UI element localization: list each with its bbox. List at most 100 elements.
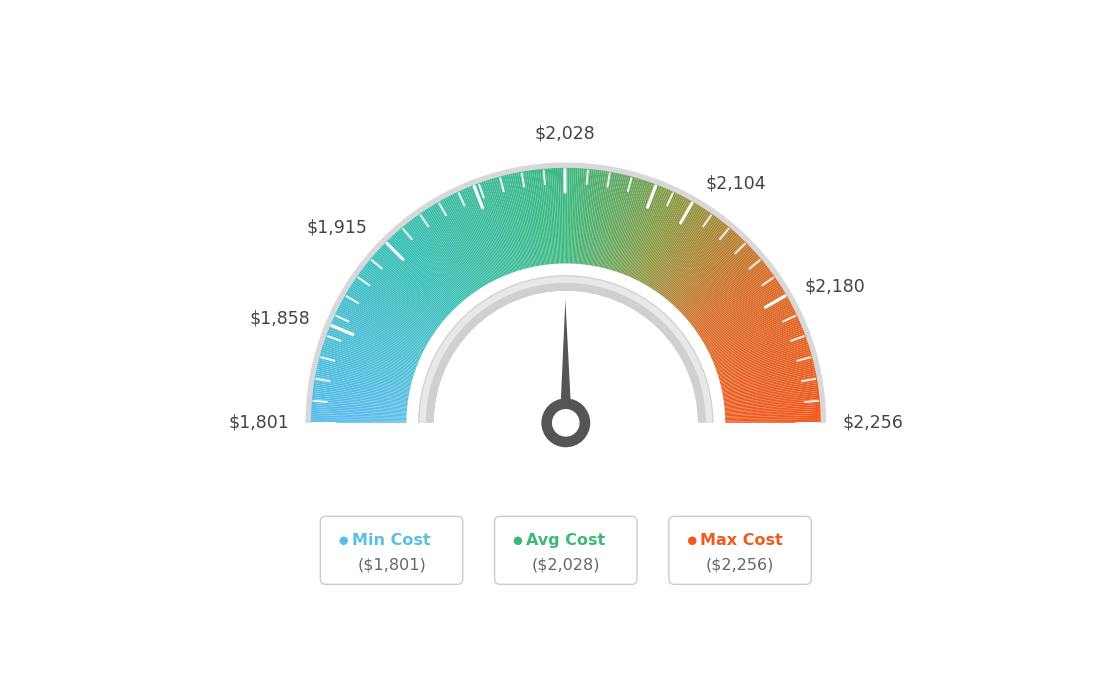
Wedge shape <box>500 176 527 269</box>
Wedge shape <box>703 293 786 343</box>
Wedge shape <box>661 219 721 296</box>
Wedge shape <box>470 186 507 275</box>
Wedge shape <box>725 405 820 413</box>
Wedge shape <box>678 241 746 310</box>
Wedge shape <box>709 310 796 354</box>
Wedge shape <box>700 286 783 339</box>
Wedge shape <box>311 407 406 414</box>
Wedge shape <box>524 171 541 266</box>
Wedge shape <box>497 177 523 269</box>
Wedge shape <box>664 221 724 297</box>
Wedge shape <box>573 168 580 264</box>
Wedge shape <box>570 168 574 264</box>
Wedge shape <box>489 179 519 271</box>
Wedge shape <box>683 250 754 315</box>
Wedge shape <box>495 177 522 270</box>
Wedge shape <box>565 168 567 264</box>
FancyBboxPatch shape <box>495 516 637 584</box>
Wedge shape <box>627 187 666 276</box>
Wedge shape <box>378 250 448 315</box>
Wedge shape <box>322 346 414 376</box>
Wedge shape <box>510 173 532 267</box>
Wedge shape <box>433 204 484 287</box>
Wedge shape <box>721 365 815 388</box>
Wedge shape <box>306 162 826 423</box>
Wedge shape <box>318 362 411 386</box>
Wedge shape <box>348 290 429 341</box>
Wedge shape <box>725 417 820 420</box>
Wedge shape <box>700 284 782 337</box>
Wedge shape <box>426 208 479 290</box>
Text: ($2,256): ($2,256) <box>705 558 774 572</box>
Wedge shape <box>542 169 552 264</box>
Wedge shape <box>390 237 457 308</box>
Wedge shape <box>459 190 500 278</box>
Wedge shape <box>530 170 544 265</box>
Wedge shape <box>569 168 572 264</box>
Wedge shape <box>434 291 698 423</box>
Wedge shape <box>314 387 408 402</box>
Wedge shape <box>560 168 563 264</box>
Wedge shape <box>417 214 474 293</box>
Wedge shape <box>672 233 737 305</box>
Wedge shape <box>616 181 648 272</box>
Wedge shape <box>342 298 427 346</box>
Wedge shape <box>311 399 407 409</box>
FancyBboxPatch shape <box>669 516 811 584</box>
Wedge shape <box>362 268 439 327</box>
Wedge shape <box>341 300 426 347</box>
Wedge shape <box>550 168 558 264</box>
Wedge shape <box>715 337 806 370</box>
Wedge shape <box>465 188 503 277</box>
Wedge shape <box>715 335 806 369</box>
Wedge shape <box>326 337 416 370</box>
Wedge shape <box>372 256 445 319</box>
Wedge shape <box>580 169 590 264</box>
Wedge shape <box>694 271 772 329</box>
Wedge shape <box>318 359 412 384</box>
Wedge shape <box>605 176 631 269</box>
Wedge shape <box>312 395 407 406</box>
Wedge shape <box>636 194 680 280</box>
Wedge shape <box>611 178 639 270</box>
Wedge shape <box>499 177 524 269</box>
Wedge shape <box>534 170 548 265</box>
Text: $2,256: $2,256 <box>842 414 903 432</box>
Wedge shape <box>351 283 433 336</box>
Wedge shape <box>624 185 660 275</box>
Wedge shape <box>314 385 408 400</box>
Wedge shape <box>360 271 437 329</box>
Wedge shape <box>339 305 424 351</box>
Wedge shape <box>329 327 418 364</box>
Wedge shape <box>594 172 614 266</box>
Wedge shape <box>699 283 781 336</box>
Wedge shape <box>532 170 545 265</box>
Wedge shape <box>711 316 798 357</box>
Wedge shape <box>722 373 816 393</box>
Wedge shape <box>414 217 473 295</box>
Wedge shape <box>520 172 539 266</box>
Wedge shape <box>659 217 718 295</box>
Wedge shape <box>405 224 466 299</box>
Wedge shape <box>436 202 486 286</box>
Wedge shape <box>662 220 722 297</box>
Wedge shape <box>502 175 528 268</box>
Wedge shape <box>373 254 446 318</box>
Wedge shape <box>393 234 458 306</box>
Wedge shape <box>331 322 420 361</box>
Wedge shape <box>397 230 461 304</box>
Wedge shape <box>311 417 406 420</box>
Wedge shape <box>581 169 592 264</box>
Wedge shape <box>337 309 423 353</box>
Wedge shape <box>399 229 463 302</box>
Wedge shape <box>657 213 712 293</box>
Wedge shape <box>522 171 540 266</box>
Wedge shape <box>346 293 428 343</box>
Wedge shape <box>311 421 406 423</box>
Wedge shape <box>544 168 553 264</box>
Wedge shape <box>723 379 817 397</box>
Wedge shape <box>443 199 490 283</box>
Wedge shape <box>654 210 708 290</box>
Wedge shape <box>403 225 465 300</box>
Text: $2,028: $2,028 <box>534 124 595 142</box>
